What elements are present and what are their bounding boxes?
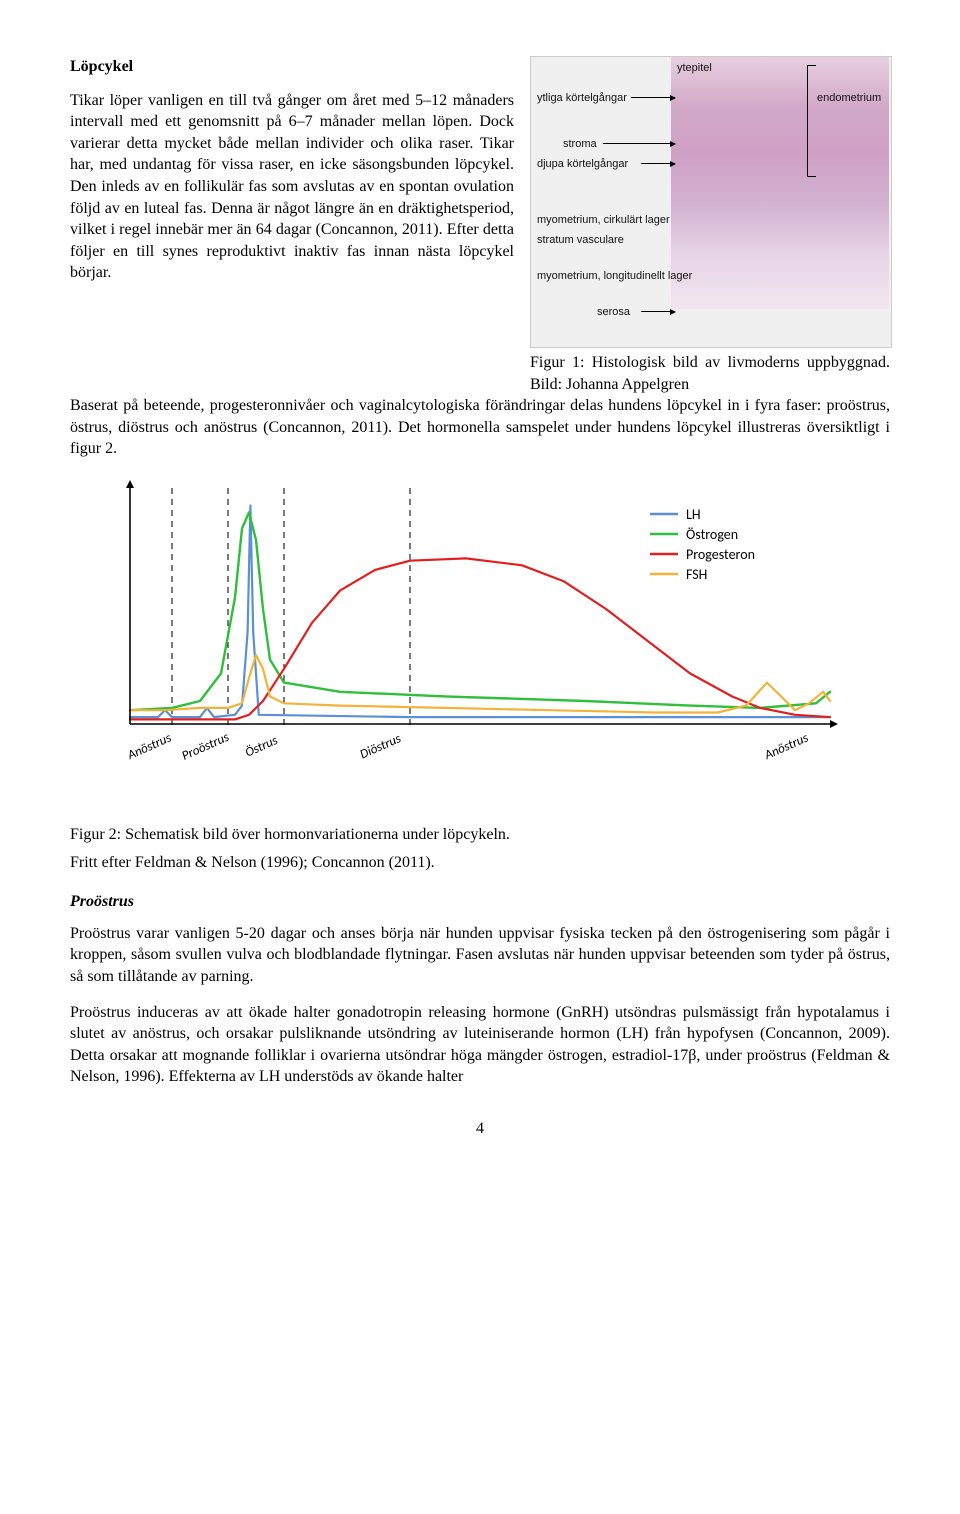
paragraph-1: Tikar löper vanligen en till två gånger …: [70, 90, 514, 284]
fig1-label-stroma: stroma: [563, 137, 597, 152]
figure-2-hormone-chart: LHÖstrogenProgesteronFSHAnöstrusProöstru…: [90, 474, 870, 814]
section-title: Löpcykel: [70, 56, 514, 78]
fig1-arrow-ytliga: [631, 97, 675, 98]
svg-text:LH: LH: [686, 506, 701, 523]
svg-text:Östrogen: Östrogen: [686, 526, 738, 543]
fig1-label-myocirc: myometrium, cirkulärt lager: [537, 213, 670, 228]
fig1-arrow-djupa: [641, 163, 675, 164]
svg-text:FSH: FSH: [686, 566, 707, 583]
svg-text:Anöstrus: Anöstrus: [124, 730, 173, 763]
figure-2-caption-line2: Fritt efter Feldman & Nelson (1996); Con…: [70, 852, 890, 874]
paragraph-3: Proöstrus varar vanligen 5-20 dagar och …: [70, 923, 890, 988]
fig1-label-djupa: djupa körtelgångar: [537, 157, 628, 172]
fig1-arrow-stroma: [603, 143, 675, 144]
fig1-label-ytepitel: ytepitel: [677, 61, 712, 76]
page-number: 4: [70, 1118, 890, 1140]
subsection-title: Proöstrus: [70, 891, 890, 913]
fig1-label-ytliga: ytliga körtelgångar: [537, 91, 627, 106]
figure-2-caption-line1: Figur 2: Schematisk bild över hormonvari…: [70, 824, 890, 846]
svg-text:Progesteron: Progesteron: [686, 546, 755, 563]
fig1-label-stratum: stratum vasculare: [537, 233, 624, 248]
svg-text:Diöstrus: Diöstrus: [358, 731, 403, 762]
paragraph-4: Proöstrus induceras av att ökade halter …: [70, 1002, 890, 1088]
figure-1-caption: Figur 1: Histologisk bild av livmoderns …: [530, 352, 890, 395]
svg-text:Östrus: Östrus: [243, 733, 280, 761]
figure-1-histology: ytepitel ytliga körtelgångar stroma djup…: [530, 56, 892, 348]
fig1-bracket-endometrium: [807, 65, 816, 177]
figure-2-chart-wrapper: LHÖstrogenProgesteronFSHAnöstrusProöstru…: [70, 474, 890, 814]
svg-text:Proöstrus: Proöstrus: [180, 730, 232, 764]
fig1-label-endo: endometrium: [817, 91, 881, 106]
svg-text:Anöstrus: Anöstrus: [761, 730, 810, 763]
fig1-label-myolong: myometrium, longitudinellt lager: [537, 269, 692, 284]
fig1-arrow-serosa: [641, 311, 675, 312]
fig1-label-serosa: serosa: [597, 305, 630, 320]
paragraph-2: Baserat på beteende, progesteronnivåer o…: [70, 395, 890, 460]
